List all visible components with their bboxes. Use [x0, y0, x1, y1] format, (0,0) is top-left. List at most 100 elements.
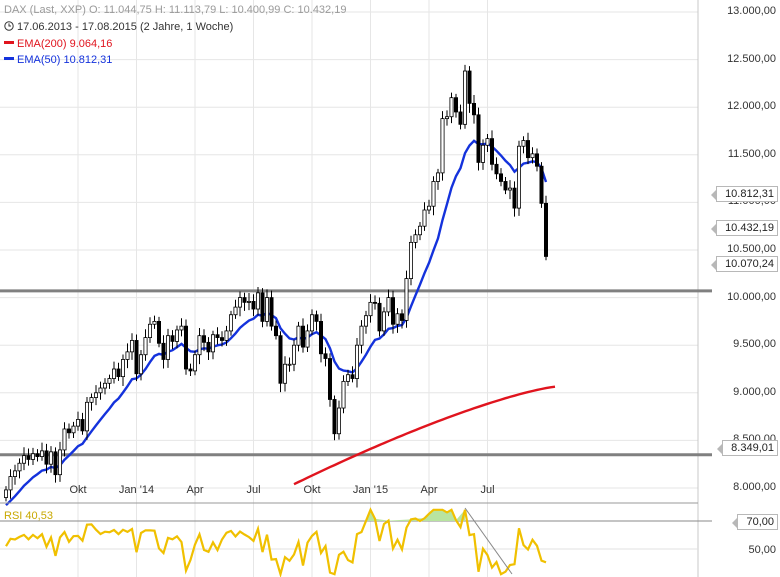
- candle-body: [341, 380, 346, 409]
- candle-body: [287, 363, 292, 366]
- candle-body: [188, 368, 193, 372]
- candle-body: [377, 302, 382, 332]
- candle-body: [336, 407, 341, 435]
- candle-body: [112, 368, 117, 379]
- rsi-line: [5, 507, 547, 577]
- candle-body: [269, 297, 274, 327]
- candle-body: [26, 455, 31, 460]
- x-tick-label: Jan '15: [352, 484, 389, 496]
- candle-body: [161, 342, 166, 360]
- candle-body: [327, 358, 332, 400]
- candle-body: [174, 329, 179, 342]
- ema50-swatch: [4, 57, 14, 60]
- candle-body: [264, 297, 269, 322]
- ema200-label: EMA(200): [17, 38, 67, 50]
- candle-body: [291, 344, 296, 365]
- candle-body: [332, 399, 337, 435]
- candle-body: [71, 425, 76, 434]
- candle-body: [449, 97, 454, 118]
- candle-body: [296, 325, 301, 346]
- candle-body: [210, 334, 215, 353]
- candle-body: [314, 314, 319, 322]
- candle-body: [435, 172, 440, 182]
- support-price-box: 8.349,01: [717, 440, 778, 456]
- candle-body: [219, 337, 224, 341]
- candle-body: [147, 323, 152, 338]
- candle-body: [507, 187, 512, 191]
- candle-body: [278, 335, 283, 384]
- candle-body: [53, 451, 58, 476]
- x-tick-label: Okt: [69, 484, 87, 496]
- candle-body: [408, 241, 413, 279]
- candle-body: [62, 428, 67, 451]
- candle-body: [233, 306, 238, 316]
- candle-body: [67, 428, 72, 434]
- ohlc-readout: O: 11.044,75 H: 11.113,79 L: 10.400,99 C…: [88, 4, 347, 16]
- x-tick-label: Jul: [480, 484, 495, 496]
- x-tick-label: Okt: [303, 484, 321, 496]
- candle-body: [201, 335, 206, 343]
- candle-body: [498, 173, 503, 182]
- candle-body: [381, 311, 386, 332]
- candle-body: [44, 450, 49, 465]
- candle-body: [152, 320, 157, 325]
- candle-body: [390, 297, 395, 325]
- candle-body: [40, 450, 45, 457]
- y-tick-label: 12.500,00: [727, 52, 776, 65]
- candle-body: [458, 111, 463, 125]
- candle-body: [156, 320, 161, 344]
- rsi-legend: RSI 40,53: [4, 510, 53, 522]
- candle-body: [98, 387, 103, 394]
- rsi-label: RSI: [4, 510, 23, 522]
- candle-body: [260, 292, 265, 322]
- candle-body: [80, 419, 85, 432]
- candle-body: [35, 453, 40, 457]
- legend-ema200: EMA(200) 9.064,16: [4, 38, 112, 50]
- candle-body: [237, 297, 242, 308]
- candle-body: [480, 144, 485, 163]
- candle-body: [242, 297, 247, 303]
- y-tick-label: 13.000,00: [727, 5, 776, 17]
- candle-body: [121, 359, 126, 378]
- candle-body: [58, 449, 63, 476]
- candle-body: [206, 341, 211, 353]
- candle-body: [107, 378, 112, 384]
- x-tick-label: Apr: [186, 484, 204, 496]
- candle-body: [21, 455, 26, 464]
- ema200-swatch: [4, 41, 14, 44]
- candle-body: [444, 116, 449, 120]
- candle-body: [372, 301, 377, 304]
- candle-body: [197, 335, 202, 356]
- candle-body: [143, 337, 148, 356]
- candle-body: [76, 419, 81, 427]
- y-tick-label: 10.000,00: [727, 290, 776, 303]
- y-tick-label: 11.500,00: [727, 147, 776, 160]
- candle-body: [49, 451, 54, 465]
- y-tick-label: 9.500,00: [733, 338, 776, 351]
- candle-body: [183, 325, 188, 370]
- candle-body: [422, 209, 427, 227]
- candle-body: [517, 145, 522, 209]
- ema50-label: EMA(50): [17, 54, 61, 66]
- x-tick-label: Jan '14: [118, 484, 155, 496]
- y-tick-label: 9.000,00: [733, 385, 776, 398]
- ema50-line: [5, 139, 548, 507]
- candle-body: [228, 314, 233, 332]
- y-tick-label: 12.000,00: [727, 100, 776, 113]
- candle-body: [138, 354, 143, 375]
- candle-body: [134, 340, 139, 375]
- ema200-value: 9.064,16: [69, 38, 113, 50]
- x-tick-label: Jul: [246, 484, 261, 496]
- candle-body: [300, 325, 305, 348]
- candle-body: [526, 140, 531, 159]
- resistance-price-box: 10.070,24: [711, 256, 778, 272]
- candle-body: [255, 292, 260, 310]
- y-tick-label: 8.000,00: [733, 481, 776, 493]
- ema200-line: [293, 385, 556, 486]
- candle-body: [440, 118, 445, 174]
- candle-body: [318, 320, 323, 355]
- candle-body: [179, 325, 184, 331]
- symbol-label: DAX (Last, XXP): [4, 4, 86, 16]
- candle-body: [4, 489, 9, 498]
